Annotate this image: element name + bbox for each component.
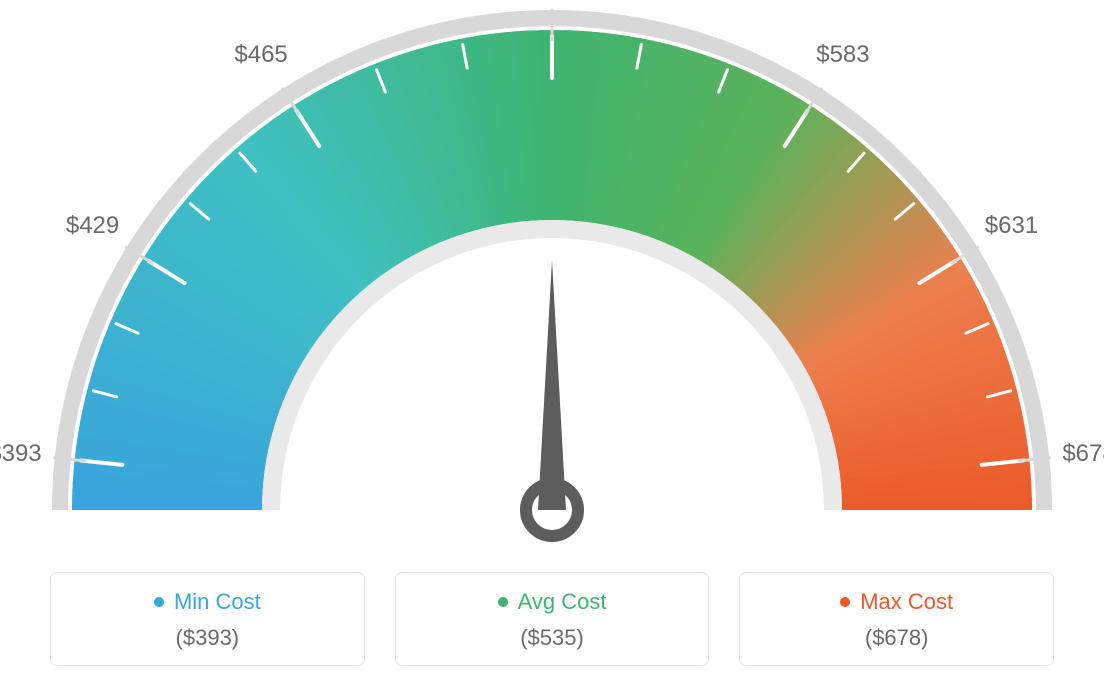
legend-avg: Avg Cost ($535) xyxy=(395,572,710,666)
legend-max-label: Max Cost xyxy=(860,589,953,615)
legend-max: Max Cost ($678) xyxy=(739,572,1054,666)
dot-avg xyxy=(498,597,508,607)
gauge-tick-label: $465 xyxy=(234,41,287,69)
legend-min-label: Min Cost xyxy=(174,589,261,615)
gauge-tick-label: $583 xyxy=(816,41,869,69)
legend-avg-head: Avg Cost xyxy=(498,589,607,615)
legend-avg-label: Avg Cost xyxy=(518,589,607,615)
gauge-svg xyxy=(0,0,1104,560)
legend-min-head: Min Cost xyxy=(154,589,261,615)
legend-min: Min Cost ($393) xyxy=(50,572,365,666)
legend-row: Min Cost ($393) Avg Cost ($535) Max Cost… xyxy=(50,572,1054,666)
cost-gauge: $393$429$465$535$583$631$678 xyxy=(0,0,1104,560)
legend-avg-value: ($535) xyxy=(406,625,699,651)
gauge-tick-label: $393 xyxy=(0,440,42,468)
dot-min xyxy=(154,597,164,607)
gauge-tick-label: $631 xyxy=(985,212,1038,240)
dot-max xyxy=(840,597,850,607)
gauge-tick-label: $678 xyxy=(1062,440,1104,468)
gauge-tick-label: $429 xyxy=(66,212,119,240)
legend-max-value: ($678) xyxy=(750,625,1043,651)
legend-max-head: Max Cost xyxy=(840,589,953,615)
legend-min-value: ($393) xyxy=(61,625,354,651)
